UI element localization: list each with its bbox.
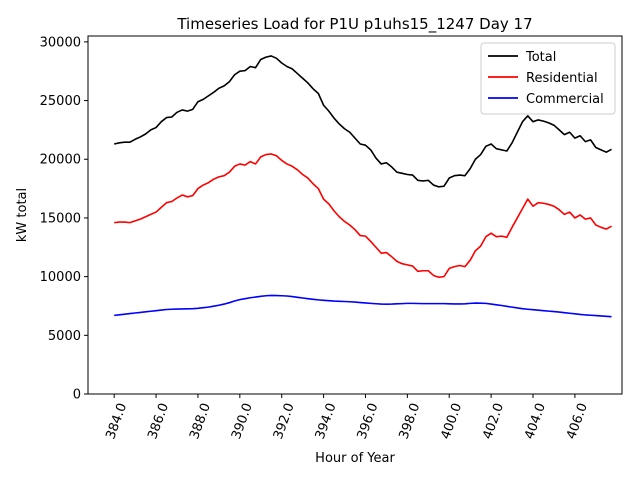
y-tick-label: 30000 bbox=[40, 35, 81, 50]
series-lines bbox=[114, 55, 612, 318]
x-axis-title: Hour of Year bbox=[315, 451, 395, 466]
series-line-residential bbox=[114, 153, 612, 279]
y-tick-label: 5000 bbox=[48, 329, 81, 344]
y-axis-title: kW total bbox=[15, 188, 30, 242]
series-line-total bbox=[114, 55, 612, 188]
y-tick-label: 15000 bbox=[40, 211, 81, 226]
y-tick-label: 20000 bbox=[40, 153, 81, 168]
legend-label-residential: Residential bbox=[526, 71, 598, 86]
y-tick-label: 25000 bbox=[40, 94, 81, 109]
legend: Total Residential Commercial bbox=[480, 42, 616, 115]
legend-label-total: Total bbox=[525, 50, 556, 65]
plot-frame bbox=[87, 35, 623, 395]
legend-label-commercial: Commercial bbox=[526, 92, 604, 107]
chart-title: Timeseries Load for P1U p1uhs15_1247 Day… bbox=[176, 15, 532, 34]
series-line-commercial bbox=[114, 294, 612, 318]
y-axis: 0 5000 10000 15000 20000 25000 30000 bbox=[40, 35, 88, 403]
y-tick-label: 10000 bbox=[40, 270, 81, 285]
legend-box bbox=[480, 42, 616, 115]
y-tick-label: 0 bbox=[73, 388, 81, 403]
